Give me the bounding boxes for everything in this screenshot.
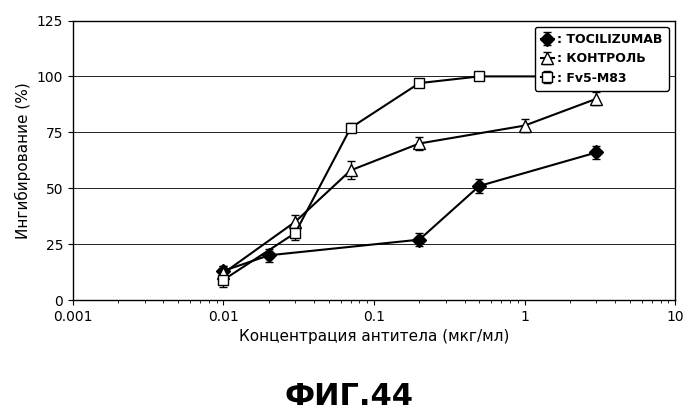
Legend: : TOCILIZUMAB, : КОНТРОЛЬ, : Fv5-M83: : TOCILIZUMAB, : КОНТРОЛЬ, : Fv5-M83 <box>535 27 669 91</box>
Y-axis label: Ингибирование (%): Ингибирование (%) <box>15 82 31 239</box>
Text: ФИГ.44: ФИГ.44 <box>285 382 414 411</box>
X-axis label: Концентрация антитела (мкг/мл): Концентрация антитела (мкг/мл) <box>239 329 509 344</box>
